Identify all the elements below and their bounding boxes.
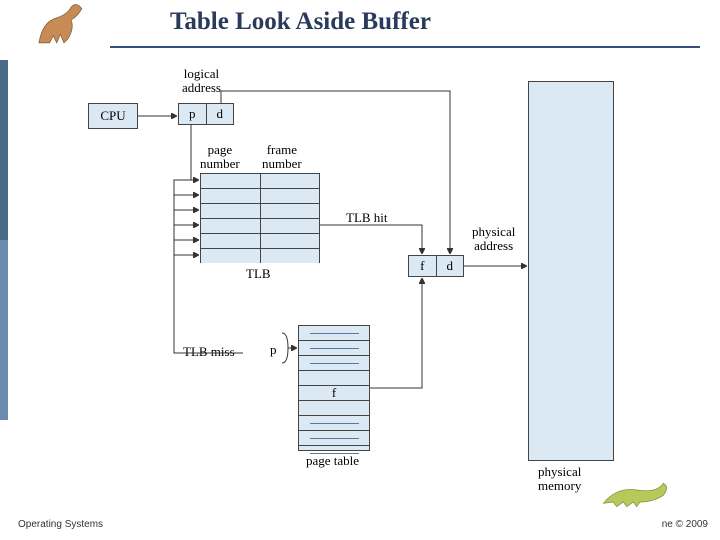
pt-row <box>299 326 369 341</box>
tlb-label: TLB <box>246 267 271 281</box>
d-cell: d <box>206 103 235 125</box>
physical-memory-label: physical memory <box>538 465 581 494</box>
pt-row <box>299 431 369 446</box>
tlb-table <box>200 173 320 263</box>
tlb-row <box>201 249 319 263</box>
d2-cell: d <box>436 255 465 277</box>
footer-left: Operating Systems <box>18 519 103 530</box>
pt-f-label: f <box>332 385 336 401</box>
tlb-miss-label: TLB miss <box>183 345 235 359</box>
slide-title: Table Look Aside Buffer <box>170 8 431 36</box>
p-cell: p <box>178 103 206 125</box>
pt-row <box>299 416 369 431</box>
pt-row-f: f <box>299 386 369 401</box>
dinosaur-icon <box>30 0 105 50</box>
logical-address-box: p d <box>178 103 234 125</box>
tlb-row <box>201 189 319 204</box>
sidebar-stripe-1 <box>0 60 8 240</box>
tlb-row <box>201 234 319 249</box>
physical-address-label: physical address <box>472 225 515 254</box>
cpu-box: CPU <box>88 103 138 129</box>
physical-address-box: f d <box>408 255 464 277</box>
page-number-label: page number <box>200 143 240 172</box>
slide: Table Look Aside Buffer CPU logical addr… <box>0 0 720 540</box>
tlb-hit-label: TLB hit <box>346 211 388 225</box>
pt-row <box>299 356 369 371</box>
pt-row <box>299 371 369 386</box>
title-rule <box>110 46 700 48</box>
pt-p-label: p <box>270 343 277 357</box>
pt-row <box>299 341 369 356</box>
logical-address-label: logical address <box>182 67 221 96</box>
physical-memory-box <box>528 81 614 461</box>
sidebar-accent <box>0 0 40 540</box>
pt-row <box>299 401 369 416</box>
frame-number-label: frame number <box>262 143 302 172</box>
tlb-row <box>201 204 319 219</box>
page-table-box: f <box>298 325 370 451</box>
sidebar-stripe-2 <box>0 240 8 420</box>
tlb-row <box>201 219 319 234</box>
cpu-label: CPU <box>100 108 125 124</box>
dinosaur-footer-icon <box>600 470 680 510</box>
tlb-diagram: CPU logical address p d page number fram… <box>78 55 658 500</box>
footer-right: ne © 2009 <box>662 519 708 530</box>
tlb-row <box>201 174 319 189</box>
f-cell: f <box>408 255 436 277</box>
page-table-label: page table <box>306 454 359 468</box>
